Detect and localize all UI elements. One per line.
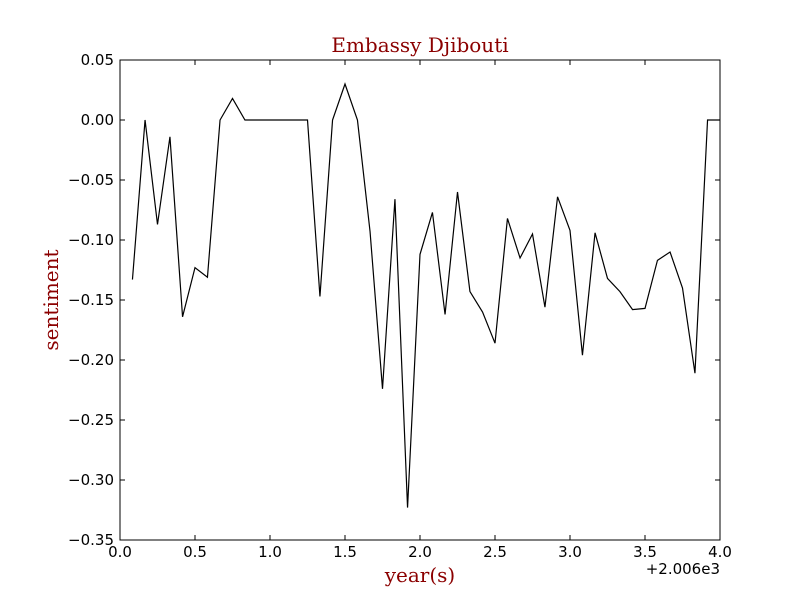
x-axis-label: year(s) — [384, 563, 456, 587]
x-tick-label: 2.5 — [483, 543, 507, 561]
x-tick-label: 3.5 — [633, 543, 657, 561]
x-tick-label: 4.0 — [708, 543, 732, 561]
plot-frame — [119, 59, 721, 541]
axis-tick-labels: 0.0 0.5 1.0 1.5 2.0 2.5 3.0 3.5 4.0 0.05 0.00 −0.05… — [68, 51, 732, 561]
x-tick-label: 3.0 — [558, 543, 582, 561]
y-tick-label: −0.20 — [68, 351, 114, 369]
x-tick-label: 1.0 — [258, 543, 282, 561]
y-tick-label: −0.35 — [68, 531, 114, 549]
y-tick-label: 0.05 — [81, 51, 114, 69]
x-tick-label: 1.5 — [333, 543, 357, 561]
y-tick-label: −0.25 — [68, 411, 114, 429]
axis-ticks — [119, 59, 721, 541]
y-tick-label: −0.10 — [68, 231, 114, 249]
x-tick-label: 0.5 — [183, 543, 207, 561]
y-axis-label: sentiment — [39, 249, 63, 350]
y-tick-label: −0.05 — [68, 171, 114, 189]
x-axis-offset-label: +2.006e3 — [646, 560, 720, 578]
y-tick-label: −0.30 — [68, 471, 114, 489]
y-tick-label: 0.00 — [81, 111, 114, 129]
sentiment-series-line — [131, 82, 720, 508]
y-tick-label: −0.15 — [68, 291, 114, 309]
x-tick-label: 2.0 — [408, 543, 432, 561]
x-tick-label: 0.0 — [108, 543, 132, 561]
chart-title: Embassy Djibouti — [331, 33, 508, 57]
